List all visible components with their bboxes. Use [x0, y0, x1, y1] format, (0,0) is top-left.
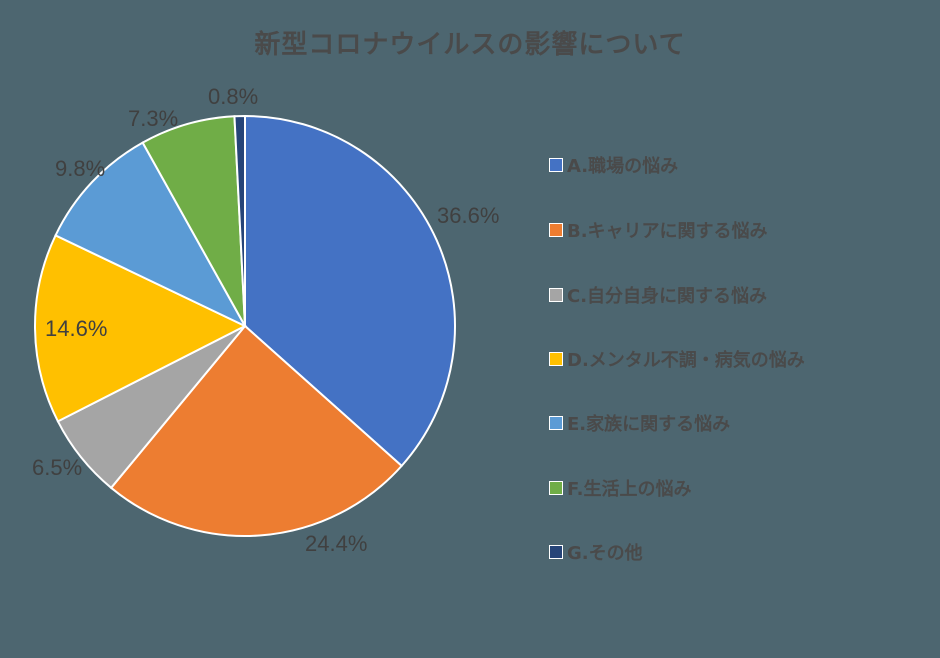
data-label-d: 14.6% [45, 316, 108, 341]
legend-label-c: C.自分自身に関する悩み [567, 286, 768, 307]
legend-label-f: F.生活上の悩み [567, 479, 692, 500]
legend-swatch-a [549, 158, 563, 172]
data-label-f: 7.3% [128, 106, 179, 131]
legend-item-c: C.自分自身に関する悩み [549, 282, 767, 308]
data-label-e: 9.8% [55, 156, 106, 181]
legend-swatch-c [549, 288, 563, 302]
pie-slice-e [54, 141, 248, 329]
legend-swatch-g [549, 545, 563, 559]
legend-label-e: E.家族に関する悩み [567, 414, 731, 435]
chart-title: 新型コロナウイルスの影響について [254, 30, 686, 60]
legend-item-b: B.キャリアに関する悩み [549, 217, 768, 243]
legend-label-b: B.キャリアに関する悩み [567, 221, 768, 242]
data-label-b: 24.4% [305, 531, 368, 556]
legend-item-f: F.生活上の悩み [549, 475, 692, 501]
pie-slice-a [244, 114, 456, 468]
legend-label-a: A.職場の悩み [567, 156, 679, 177]
legend-item-g: G.その他 [549, 539, 643, 565]
legend-label-d: D.メンタル不調・病気の悩み [567, 350, 805, 371]
data-label-a: 36.6% [437, 203, 500, 228]
legend-label-g: G.その他 [567, 543, 643, 564]
legend-swatch-e [549, 416, 563, 430]
pie-slice-d [34, 234, 248, 423]
legend-swatch-b [549, 223, 563, 237]
legend-item-d: D.メンタル不調・病気の悩み [549, 346, 805, 372]
pie-slice-g [233, 114, 246, 327]
legend-swatch-f [549, 481, 563, 495]
legend-item-a: A.職場の悩み [549, 152, 678, 178]
data-label-g: 0.8% [208, 84, 259, 109]
data-label-c: 6.5% [32, 455, 83, 480]
pie-slice-b [109, 324, 404, 537]
legend-swatch-d [549, 352, 563, 366]
legend-item-e: E.家族に関する悩み [549, 410, 730, 436]
